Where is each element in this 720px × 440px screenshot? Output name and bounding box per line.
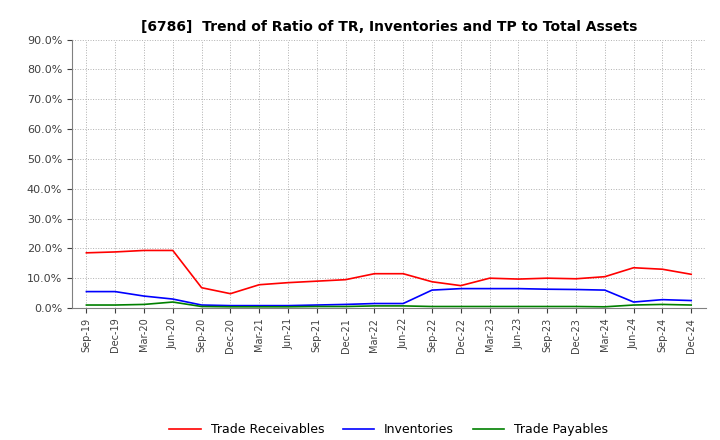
Inventories (226, 303, 235, 308)
Trade Receivables (514, 276, 523, 282)
Inventories (485, 286, 494, 291)
Trade Receivables (168, 248, 177, 253)
Trade Receivables (312, 279, 321, 284)
Inventories (399, 301, 408, 306)
Inventories (629, 299, 638, 304)
Trade Payables (312, 304, 321, 309)
Inventories (168, 297, 177, 302)
Trade Payables (629, 302, 638, 308)
Trade Receivables (82, 250, 91, 256)
Trade Payables (658, 302, 667, 307)
Inventories (600, 287, 609, 293)
Trade Receivables (197, 285, 206, 290)
Inventories (543, 286, 552, 292)
Trade Payables (111, 302, 120, 308)
Trade Payables (255, 304, 264, 309)
Inventories (370, 301, 379, 306)
Trade Receivables (687, 271, 696, 277)
Inventories (456, 286, 465, 291)
Trade Payables (168, 299, 177, 304)
Trade Payables (284, 304, 292, 309)
Inventories (284, 303, 292, 308)
Trade Payables (399, 303, 408, 308)
Inventories (312, 302, 321, 308)
Inventories (428, 287, 436, 293)
Trade Receivables (456, 283, 465, 288)
Title: [6786]  Trend of Ratio of TR, Inventories and TP to Total Assets: [6786] Trend of Ratio of TR, Inventories… (140, 20, 637, 34)
Trade Receivables (226, 291, 235, 296)
Trade Receivables (485, 275, 494, 281)
Inventories (111, 289, 120, 294)
Trade Receivables (658, 267, 667, 272)
Trade Payables (428, 304, 436, 309)
Trade Receivables (600, 274, 609, 279)
Trade Payables (572, 304, 580, 309)
Trade Receivables (284, 280, 292, 285)
Inventories (82, 289, 91, 294)
Line: Trade Receivables: Trade Receivables (86, 250, 691, 293)
Trade Payables (687, 302, 696, 308)
Inventories (140, 293, 148, 299)
Inventories (197, 302, 206, 308)
Inventories (341, 302, 350, 307)
Inventories (572, 287, 580, 292)
Trade Receivables (543, 275, 552, 281)
Trade Receivables (428, 279, 436, 284)
Line: Inventories: Inventories (86, 289, 691, 306)
Trade Receivables (370, 271, 379, 276)
Trade Payables (197, 304, 206, 309)
Trade Payables (456, 304, 465, 309)
Trade Payables (514, 304, 523, 309)
Trade Payables (226, 304, 235, 309)
Line: Trade Payables: Trade Payables (86, 302, 691, 307)
Trade Payables (82, 302, 91, 308)
Trade Payables (370, 303, 379, 308)
Trade Payables (341, 304, 350, 309)
Trade Payables (600, 304, 609, 309)
Trade Receivables (140, 248, 148, 253)
Trade Receivables (255, 282, 264, 287)
Trade Receivables (111, 249, 120, 255)
Inventories (658, 297, 667, 302)
Inventories (514, 286, 523, 291)
Trade Receivables (572, 276, 580, 282)
Trade Payables (140, 302, 148, 307)
Inventories (255, 303, 264, 308)
Inventories (687, 298, 696, 303)
Trade Receivables (399, 271, 408, 276)
Trade Payables (543, 304, 552, 309)
Trade Receivables (629, 265, 638, 270)
Trade Payables (485, 304, 494, 309)
Legend: Trade Receivables, Inventories, Trade Payables: Trade Receivables, Inventories, Trade Pa… (164, 418, 613, 440)
Trade Receivables (341, 277, 350, 282)
